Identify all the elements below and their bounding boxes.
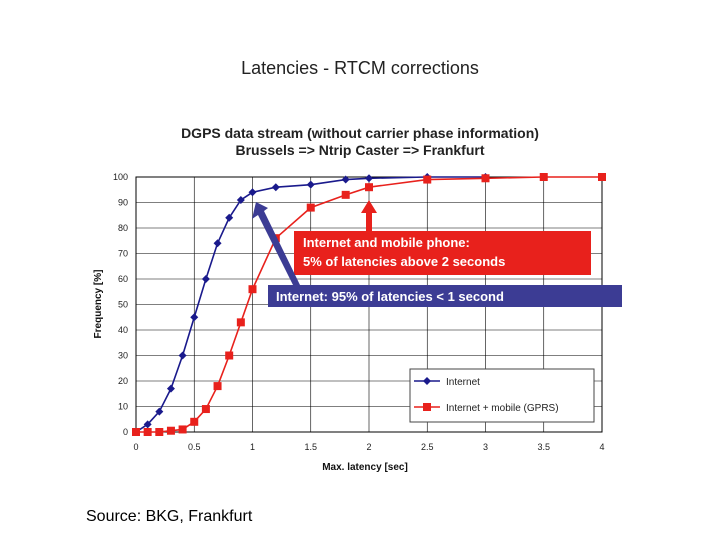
mobile-data-point <box>143 428 152 436</box>
legend-internet-label: Internet <box>446 377 480 388</box>
red-callout-line-1: Internet and mobile phone: <box>303 235 470 250</box>
mobile-data-point <box>365 183 373 192</box>
y-tick-label: 70 <box>118 249 128 259</box>
red-callout-box <box>294 231 591 275</box>
series-layer <box>132 173 606 436</box>
x-tick-label: 1 <box>250 442 255 452</box>
internet-data-point <box>201 275 210 283</box>
x-tick-label: 0.5 <box>188 442 201 452</box>
legend-mobile-marker <box>423 403 431 411</box>
mobile-data-point <box>201 405 210 414</box>
x-tick-label: 1.5 <box>304 442 317 452</box>
mobile-data-point <box>423 175 432 184</box>
blue-callout-box <box>268 285 622 307</box>
x-tick-label: 3.5 <box>537 442 550 452</box>
internet-data-point <box>213 239 222 248</box>
chart-title: Latencies - RTCM corrections <box>241 58 479 78</box>
chart-subtitle: DGPS data stream (without carrier phase … <box>160 125 560 159</box>
internet-data-point <box>236 195 245 204</box>
mobile-data-point <box>481 174 490 183</box>
y-tick-label: 50 <box>118 300 128 310</box>
y-tick-labels: 0 10 20 30 40 50 60 70 80 90 100 <box>113 172 128 437</box>
y-tick-label: 80 <box>118 223 128 233</box>
internet-data-point <box>166 384 175 393</box>
mobile-data-point <box>166 426 175 435</box>
red-arrow-icon <box>361 200 377 231</box>
y-tick-label: 90 <box>118 198 128 208</box>
mobile-data-point <box>213 382 222 391</box>
x-tick-label: 2 <box>366 442 371 452</box>
legend-box <box>409 368 595 423</box>
mobile-data-point <box>598 173 606 181</box>
x-tick-label: 0 <box>133 442 138 452</box>
y-tick-label: 10 <box>118 402 128 412</box>
y-tick-label: 0 <box>123 427 128 437</box>
mobile-data-point <box>155 428 164 436</box>
blue-callout-text: Internet: 95% of latencies < 1 second <box>276 289 504 304</box>
y-tick-label: 20 <box>118 376 128 386</box>
x-axis-label: Max. latency [sec] <box>322 462 408 473</box>
y-tick-label: 30 <box>118 351 128 361</box>
subtitle-line-2: Brussels => Ntrip Caster => Frankfurt <box>235 142 485 158</box>
x-tick-label: 2.5 <box>421 442 434 452</box>
mobile-data-point <box>236 318 245 327</box>
y-tick-label: 40 <box>118 325 128 335</box>
y-tick-label: 100 <box>113 172 128 182</box>
mobile-data-point <box>248 285 257 294</box>
internet-data-point <box>306 180 315 189</box>
mobile-data-point <box>132 428 140 436</box>
internet-data-point <box>190 313 199 322</box>
mobile-data-point <box>539 173 548 181</box>
mobile-data-point <box>178 425 187 434</box>
subtitle-line-1: DGPS data stream (without carrier phase … <box>181 125 539 141</box>
x-tick-label: 4 <box>599 442 604 452</box>
y-tick-label: 60 <box>118 274 128 284</box>
blue-arrow-icon <box>252 202 300 285</box>
internet-data-point <box>341 175 350 184</box>
mobile-data-point <box>306 203 315 212</box>
mobile-data-point <box>225 351 234 360</box>
source-caption: Source: BKG, Frankfurt <box>86 508 253 525</box>
internet-data-point <box>143 420 152 429</box>
mobile-data-point <box>341 190 350 199</box>
legend-internet-marker <box>423 377 431 385</box>
internet-data-point <box>248 188 257 197</box>
internet-data-point <box>271 183 280 192</box>
internet-data-point <box>155 407 164 416</box>
mobile-data-point <box>190 417 199 426</box>
internet-data-point <box>225 213 234 222</box>
x-tick-label: 3 <box>483 442 488 452</box>
internet-data-point <box>365 174 373 183</box>
red-callout-line-2: 5% of latencies above 2 seconds <box>303 254 505 269</box>
y-axis-label: Frequency [%] <box>93 270 104 339</box>
internet-data-point <box>178 351 187 360</box>
legend-mobile-label: Internet + mobile (GPRS) <box>446 403 559 414</box>
x-tick-labels: 0 0.5 1 1.5 2 2.5 3 3.5 4 <box>133 442 604 452</box>
